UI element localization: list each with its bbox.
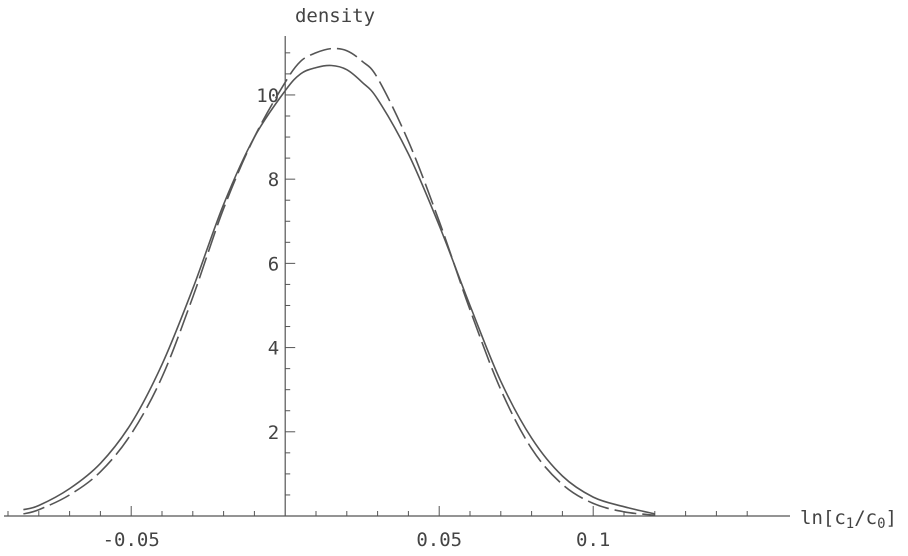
x-axis-title-mid: /c (854, 507, 877, 529)
x-axis-title-suffix: ] (886, 507, 897, 529)
x-tick-label: 0.1 (576, 529, 610, 551)
y-tick-label: 2 (268, 422, 279, 444)
x-axis-title-prefix: ln[c (800, 507, 846, 529)
y-ticks: 2 4 6 8 10 (256, 52, 296, 496)
x-tick-label: -0.05 (103, 529, 160, 551)
x-axis-title-sub2: 0 (877, 516, 885, 532)
x-axis-title: ln[c1/c0] (800, 507, 897, 532)
y-tick-label: 4 (268, 338, 279, 360)
x-ticks: -0.05 0.05 0.1 (7, 506, 748, 551)
curves (23, 47, 655, 516)
y-axis-title: density (295, 5, 375, 27)
dashed-density-curve (23, 47, 655, 516)
x-axis-title-sub1: 1 (846, 516, 854, 532)
y-tick-label: 6 (268, 253, 279, 275)
x-tick-label: 0.05 (416, 529, 462, 551)
y-tick-label: 10 (256, 85, 279, 107)
y-tick-label: 8 (268, 169, 279, 191)
solid-density-curve (23, 64, 655, 515)
